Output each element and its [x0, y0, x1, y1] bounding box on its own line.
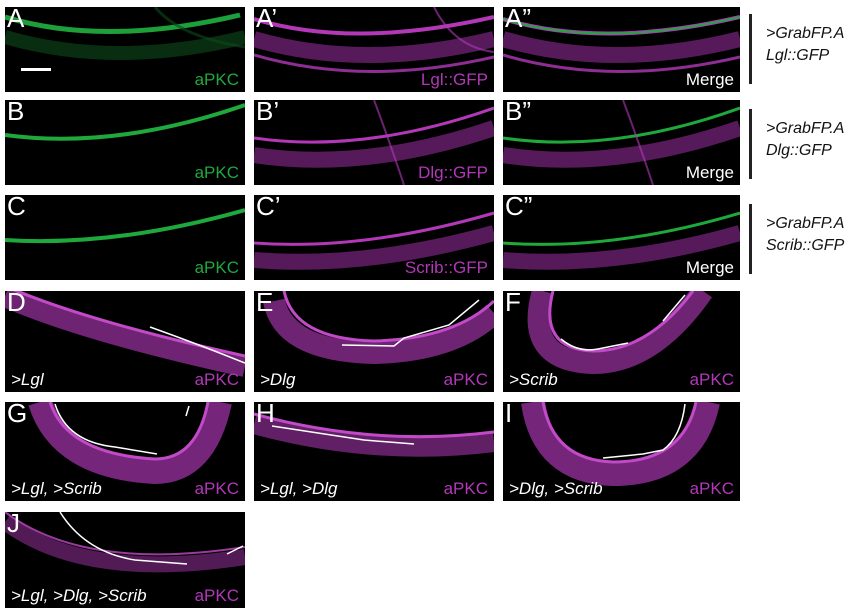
- micrograph-D: [5, 291, 245, 377]
- panel-letter: E: [256, 291, 274, 317]
- panel-letter: H: [256, 402, 275, 428]
- micrograph-H: [254, 412, 494, 457]
- panel-letter: A: [7, 7, 25, 33]
- micrograph-B: [5, 103, 245, 141]
- micrograph-B-double-prime: [503, 100, 740, 185]
- stain-label: Dlg::GFP: [418, 163, 488, 182]
- scale-bar: [21, 68, 51, 71]
- group-bracket: [749, 14, 752, 84]
- condition-label: >Lgl: [11, 370, 44, 389]
- apical-trace-line: [185, 405, 190, 417]
- panel-A: A aPKC: [5, 7, 245, 92]
- panel-C-double-prime: C” Merge: [503, 195, 740, 280]
- panel-letter: A”: [505, 7, 531, 33]
- micrograph-C-prime: [254, 211, 494, 270]
- panel-E: E >Dlg aPKC: [254, 291, 494, 392]
- panel-letter: F: [505, 291, 521, 317]
- apical-trace-line: [560, 338, 629, 351]
- panel-letter: J: [7, 512, 20, 538]
- panel-letter: I: [505, 402, 513, 428]
- micrograph-F: [527, 291, 713, 375]
- micrograph-E: [263, 291, 494, 365]
- panel-letter: C: [7, 195, 26, 221]
- panel-C: C aPKC: [5, 195, 245, 280]
- genotype-line: Lgl::GFP: [766, 47, 830, 64]
- panel-letter: B’: [256, 100, 280, 126]
- condition-label: >Lgl, >Dlg: [260, 479, 338, 498]
- stain-label: Merge: [685, 163, 734, 182]
- stain-label: aPKC: [443, 370, 488, 389]
- panel-A-prime: A’ Lgl::GFP: [254, 7, 494, 92]
- stain-label: aPKC: [194, 70, 239, 89]
- panel-B-double-prime: B” Merge: [503, 100, 740, 185]
- panel-letter: G: [7, 402, 28, 428]
- apical-trace-line: [271, 425, 415, 445]
- panel-B-prime: B’ Dlg::GFP: [254, 100, 494, 185]
- micrograph-A: [5, 7, 245, 60]
- panel-letter: C”: [505, 195, 533, 221]
- stain-label: aPKC: [194, 479, 239, 498]
- genotype-line: >GrabFP.A: [766, 215, 845, 232]
- micrograph-A-prime: [254, 7, 494, 73]
- apical-trace-line: [59, 512, 188, 565]
- group-bracket: [749, 204, 752, 274]
- micrograph-A-double-prime: [503, 15, 740, 73]
- panel-A-double-prime: A” Merge: [503, 7, 740, 92]
- stain-label: aPKC: [689, 479, 734, 498]
- panel-B: B aPKC: [5, 100, 245, 185]
- micrograph-J: [5, 512, 245, 573]
- panel-letter: B”: [505, 100, 531, 126]
- panel-J: J >Lgl, >Dlg, >Scrib aPKC: [5, 512, 245, 608]
- panel-letter: C’: [256, 195, 281, 221]
- group-label-text: >GrabFP.A Dlg::GFP: [766, 118, 844, 162]
- micrograph-B-prime: [254, 100, 494, 185]
- panel-letter: A’: [256, 7, 278, 33]
- panel-C-prime: C’ Scrib::GFP: [254, 195, 494, 280]
- group-label-text: >GrabFP.A Scrib::GFP: [766, 213, 844, 257]
- micrograph-C-double-prime: [503, 211, 740, 270]
- apical-trace-line: [54, 403, 158, 455]
- group-bracket: [749, 109, 752, 179]
- stain-label: Lgl::GFP: [420, 70, 488, 89]
- panel-letter: B: [7, 100, 25, 126]
- apical-trace-line: [341, 299, 480, 347]
- genotype-line: >GrabFP.A: [766, 120, 845, 137]
- stain-label: aPKC: [194, 258, 239, 277]
- condition-label: >Scrib: [509, 370, 558, 389]
- apical-trace-line: [662, 294, 686, 322]
- panel-G: G >Lgl, >Scrib aPKC: [5, 402, 245, 501]
- condition-label: >Dlg: [260, 370, 296, 389]
- condition-label: >Dlg, >Scrib: [509, 479, 603, 498]
- panel-F: F >Scrib aPKC: [503, 291, 740, 392]
- genotype-line: Scrib::GFP: [766, 237, 845, 254]
- stain-label: Merge: [685, 70, 734, 89]
- stain-label: Merge: [685, 258, 734, 277]
- genotype-line: Dlg::GFP: [766, 142, 832, 159]
- stain-label: aPKC: [194, 586, 239, 605]
- micrograph-C: [5, 208, 245, 244]
- apical-trace-line: [602, 403, 686, 459]
- stain-label: aPKC: [443, 479, 488, 498]
- panel-H: H >Lgl, >Dlg aPKC: [254, 402, 494, 501]
- stain-label: aPKC: [689, 370, 734, 389]
- condition-label: >Lgl, >Dlg, >Scrib: [11, 586, 147, 605]
- panel-D: D >Lgl aPKC: [5, 291, 245, 392]
- condition-label: >Lgl, >Scrib: [11, 479, 102, 498]
- stain-label: aPKC: [194, 370, 239, 389]
- stain-label: aPKC: [194, 163, 239, 182]
- micrograph-I: [521, 402, 720, 487]
- panel-letter: D: [7, 291, 26, 317]
- panel-I: I >Dlg, >Scrib aPKC: [503, 402, 740, 501]
- stain-label: Scrib::GFP: [404, 258, 488, 277]
- micrograph-G: [28, 402, 232, 485]
- apical-trace-line: [149, 326, 245, 364]
- group-label-text: >GrabFP.A Lgl::GFP: [766, 23, 844, 67]
- genotype-line: >GrabFP.A: [766, 25, 845, 42]
- apical-trace-line: [226, 545, 244, 555]
